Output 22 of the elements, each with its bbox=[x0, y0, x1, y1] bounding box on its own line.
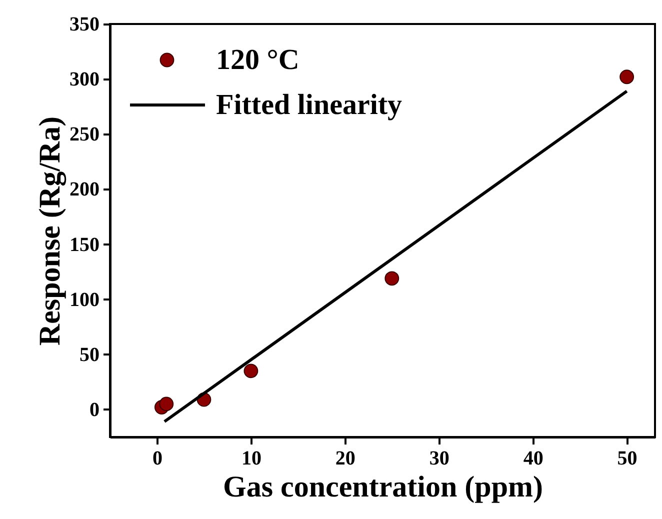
x-tick-label: 20 bbox=[335, 448, 356, 470]
x-axis-title: Gas concentration (ppm) bbox=[223, 470, 543, 504]
x-tick-label: 50 bbox=[617, 448, 638, 470]
point bbox=[159, 396, 174, 412]
y-tick-label: 50 bbox=[80, 344, 100, 366]
x-tick-label: 30 bbox=[429, 448, 450, 470]
y-tick-label: 350 bbox=[70, 14, 100, 36]
y-tick-label: 150 bbox=[70, 234, 100, 256]
x-tick-label: 40 bbox=[523, 448, 544, 470]
y-tick-label: 250 bbox=[70, 124, 100, 146]
point bbox=[620, 70, 634, 84]
point bbox=[384, 271, 400, 286]
y-tick-label: 100 bbox=[70, 288, 100, 311]
y-tick-label: 0 bbox=[90, 398, 100, 421]
y-tick-label: 300 bbox=[70, 68, 100, 91]
x-tick-label: 10 bbox=[241, 448, 262, 470]
x-tick-label: 0 bbox=[152, 448, 162, 470]
legend-label: 120 °C bbox=[216, 44, 300, 76]
point bbox=[244, 364, 258, 378]
y-axis-title: Response (Rg/Ra) bbox=[34, 116, 66, 346]
y-tick-label: 200 bbox=[70, 178, 100, 201]
legend-label: Fitted linearity bbox=[216, 89, 403, 121]
